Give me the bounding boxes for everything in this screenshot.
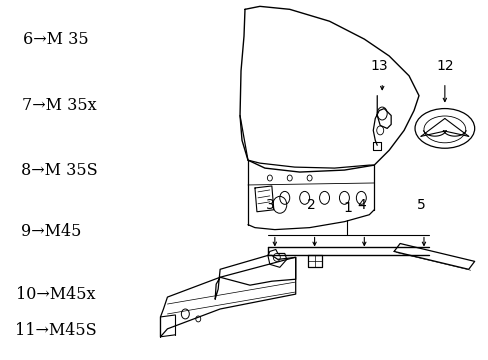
Text: 3: 3 <box>265 198 274 212</box>
Text: 6→M 35: 6→M 35 <box>23 31 89 48</box>
Text: 10→M45x: 10→M45x <box>16 285 96 303</box>
Text: 2: 2 <box>306 198 315 212</box>
Text: 13: 13 <box>370 59 387 73</box>
Text: 7→M 35x: 7→M 35x <box>21 97 96 114</box>
Text: 8→M 35S: 8→M 35S <box>20 162 97 179</box>
Text: 5: 5 <box>416 198 425 212</box>
Text: 1: 1 <box>342 201 351 215</box>
Text: 4: 4 <box>356 198 365 212</box>
Text: 9→M45: 9→M45 <box>21 223 81 240</box>
Text: 12: 12 <box>435 59 453 73</box>
Text: 11→M45S: 11→M45S <box>15 322 97 339</box>
